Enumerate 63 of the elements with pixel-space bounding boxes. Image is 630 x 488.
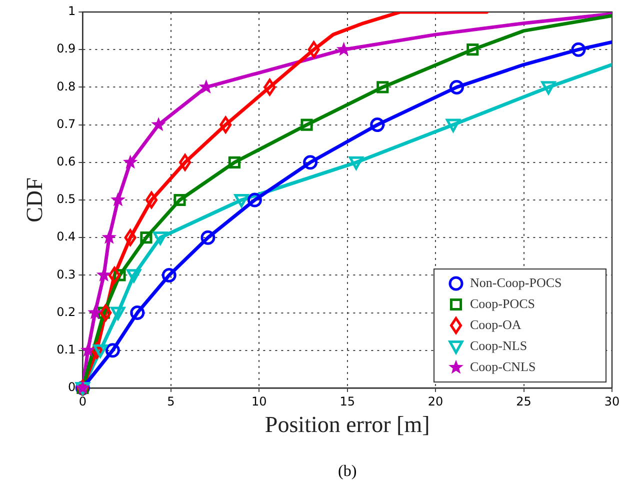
- point: [234, 194, 249, 208]
- y-tick-label: 0.5: [56, 192, 76, 206]
- point: [151, 117, 166, 132]
- x-tick-label: 10: [251, 394, 267, 408]
- point: [174, 194, 186, 206]
- point: [308, 41, 320, 58]
- point: [178, 154, 192, 171]
- point: [130, 306, 145, 320]
- point: [446, 118, 460, 132]
- point: [110, 306, 126, 320]
- y-tick-label: 1: [68, 4, 76, 18]
- point: [247, 192, 262, 208]
- y-tick-label: 0: [68, 380, 76, 394]
- point: [110, 192, 126, 206]
- point: [220, 116, 232, 134]
- point: [105, 343, 120, 358]
- point: [153, 232, 168, 245]
- point: [140, 232, 152, 244]
- point: [264, 78, 276, 96]
- y-tick-label: 0.3: [56, 267, 76, 282]
- x-tick-label: 20: [428, 394, 444, 408]
- point: [122, 154, 138, 169]
- point: [124, 229, 136, 246]
- y-tick-label: 0.6: [56, 154, 76, 169]
- point: [541, 81, 556, 94]
- x-axis-title: Position error [m]: [264, 412, 430, 438]
- point: [571, 42, 586, 57]
- x-tick-label: 30: [604, 394, 620, 408]
- point: [200, 230, 216, 245]
- y-tick-label: 0.7: [56, 116, 76, 131]
- x-tick-label: 25: [516, 394, 532, 408]
- point: [300, 118, 313, 131]
- point: [88, 305, 102, 320]
- point: [102, 230, 117, 244]
- legend-label: Non-Coop-POCS: [470, 274, 562, 290]
- point: [108, 266, 120, 284]
- point: [100, 304, 112, 322]
- legend-label: Coop-CNLS: [470, 358, 536, 374]
- point: [80, 342, 96, 357]
- text: (b): [338, 463, 357, 480]
- y-axis-title: CDF: [22, 178, 47, 222]
- point: [126, 269, 142, 282]
- point: [145, 192, 158, 208]
- point: [303, 155, 318, 170]
- x-tick-label: 0: [78, 394, 87, 408]
- point: [228, 156, 240, 168]
- point: [370, 118, 385, 132]
- x-tick-label: 5: [167, 394, 175, 408]
- y-tick-label: 0.1: [56, 342, 76, 357]
- point: [449, 80, 464, 94]
- point: [376, 81, 389, 94]
- legend-label: Coop-POCS: [470, 296, 536, 311]
- point: [348, 156, 364, 170]
- y-tick-label: 0.2: [56, 304, 76, 319]
- y-tick-label: 0.4: [56, 230, 76, 244]
- point: [466, 44, 479, 56]
- legend-label: Coop-OA: [470, 316, 522, 332]
- y-tick-label: 0.9: [56, 42, 76, 56]
- point: [93, 344, 108, 358]
- y-tick-label: 0.8: [56, 79, 76, 94]
- x-tick-label: 15: [340, 394, 355, 408]
- point: [162, 268, 176, 282]
- legend-label: Coop-NLS: [470, 338, 528, 353]
